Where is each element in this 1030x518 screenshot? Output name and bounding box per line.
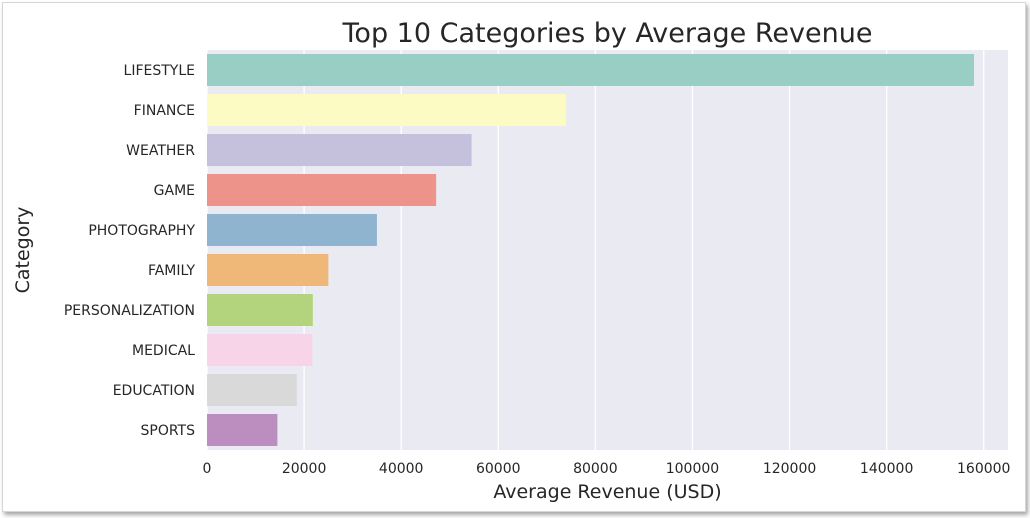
- y-tick-label: FAMILY: [148, 263, 195, 279]
- x-tick-label: 140000: [860, 461, 913, 477]
- y-tick-labels: LIFESTYLE FINANCE WEATHER GAME PHOTOGRAPHY FA…: [64, 63, 196, 439]
- x-tick-label: 120000: [763, 461, 816, 477]
- x-tick-label: 0: [203, 461, 212, 477]
- y-tick-label: EDUCATION: [113, 383, 195, 399]
- x-tick-labels: 0 20000 40000 60000 80000 100000 120000 140000 1…: [203, 461, 1011, 477]
- y-tick-label: PHOTOGRAPHY: [88, 223, 195, 239]
- y-tick-label: LIFESTYLE: [124, 63, 195, 79]
- bar-medical: [207, 334, 313, 366]
- chart-frame: Top 10 Categories by Average Revenue LIF…: [2, 2, 1026, 512]
- y-tick-label: SPORTS: [141, 423, 196, 439]
- bar-personalization: [207, 294, 313, 326]
- bar-lifestyle: [207, 54, 975, 86]
- bar-photography: [207, 214, 377, 246]
- bar-education: [207, 374, 297, 406]
- x-tick-label: 100000: [666, 461, 719, 477]
- y-tick-label: FINANCE: [134, 103, 195, 119]
- y-tick-label: MEDICAL: [132, 343, 195, 359]
- y-axis-title: Category: [12, 207, 34, 294]
- bar-sports: [207, 414, 278, 446]
- x-tick-label: 20000: [282, 461, 327, 477]
- x-tick-label: 40000: [379, 461, 424, 477]
- y-tick-label: WEATHER: [126, 143, 195, 159]
- x-tick-label: 60000: [476, 461, 521, 477]
- bar-chart: Top 10 Categories by Average Revenue LIF…: [12, 18, 1011, 503]
- chart-title: Top 10 Categories by Average Revenue: [342, 18, 873, 49]
- x-tick-label: 80000: [573, 461, 618, 477]
- y-tick-label: GAME: [154, 183, 195, 199]
- bar-game: [207, 174, 437, 206]
- x-axis-title: Average Revenue (USD): [493, 481, 721, 503]
- x-tick-label: 160000: [957, 461, 1010, 477]
- bar-family: [207, 254, 329, 286]
- y-tick-label: PERSONALIZATION: [64, 303, 195, 319]
- bars: [207, 54, 975, 446]
- bar-finance: [207, 94, 567, 126]
- bar-weather: [207, 134, 472, 166]
